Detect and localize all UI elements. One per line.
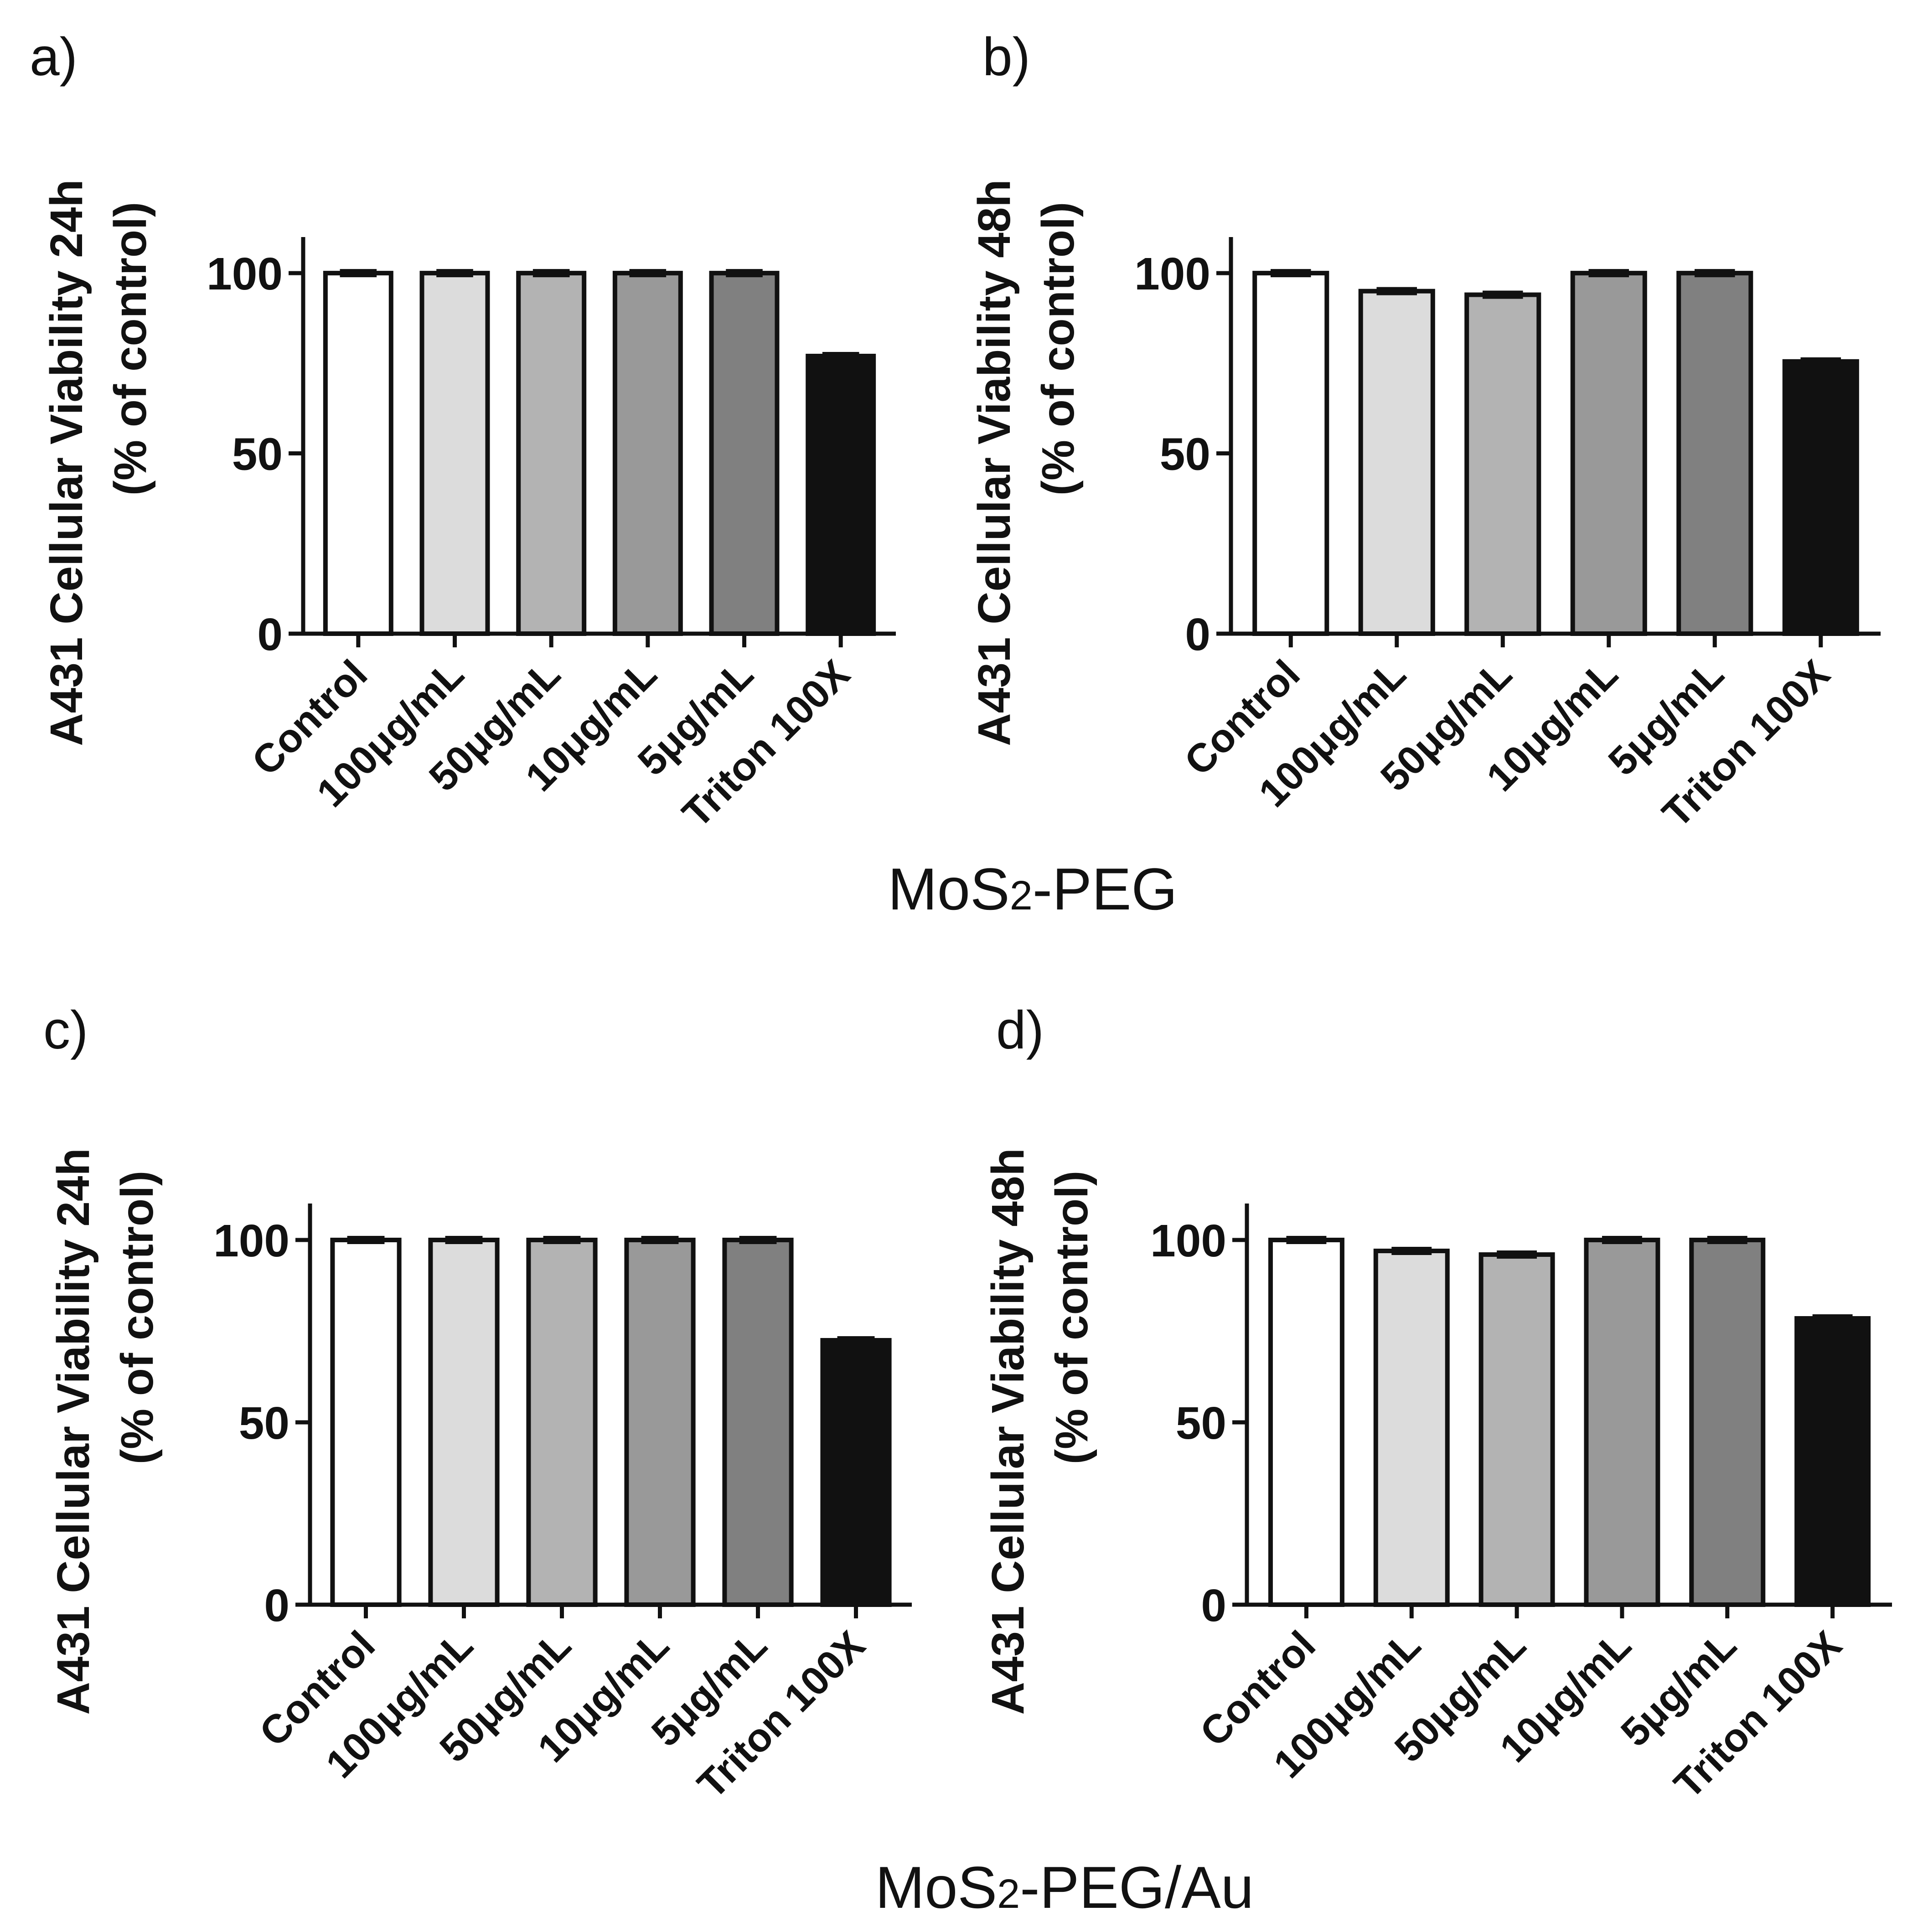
panel-1: b) A431 Cellular Viability 48h (% of contr… — [969, 27, 1881, 836]
panel-label: b) — [982, 27, 1030, 87]
group-title-top: MoS2-PEG — [888, 856, 1177, 922]
bar-0 — [330, 1238, 402, 1607]
bar-3 — [1584, 1238, 1660, 1607]
y-axis-label: A431 Cellular Viability 48h — [969, 179, 1020, 746]
group-title-bottom: MoS2-PEG/Au — [875, 1854, 1254, 1921]
y-axis-label-unit: (% of control) — [1033, 202, 1084, 496]
bar-4 — [709, 271, 780, 636]
bar-0 — [323, 271, 393, 636]
bar-3 — [612, 271, 683, 636]
y-axis-label-unit: (% of control) — [105, 202, 156, 496]
y-axis-label: A431 Cellular Viability 48h — [982, 1148, 1034, 1715]
panel-2: c) A431 Cellular Viability 24h (% of contr… — [43, 1000, 912, 1807]
y-tick-label: 100 — [1134, 248, 1210, 300]
y-axis-label: A431 Cellular Viability 24h — [41, 179, 92, 746]
bar-2 — [1464, 292, 1541, 636]
y-tick-label: 100 — [1150, 1215, 1226, 1266]
bar-0 — [1252, 271, 1329, 636]
panel-label: d) — [996, 1000, 1044, 1060]
y-tick-label: 50 — [1160, 429, 1210, 480]
bar-4 — [722, 1238, 794, 1607]
bar-5 — [1794, 1316, 1871, 1607]
bar-3 — [624, 1238, 696, 1607]
panel-label: a) — [30, 27, 78, 87]
bar-2 — [516, 271, 587, 636]
bar-1 — [1358, 289, 1435, 636]
bar-4 — [1689, 1238, 1766, 1607]
y-tick-label: 50 — [239, 1398, 289, 1449]
y-tick-label: 0 — [1201, 1580, 1226, 1631]
y-axis-label-unit: (% of control) — [1046, 1171, 1097, 1464]
y-tick-label: 0 — [1185, 609, 1210, 660]
bar-2 — [526, 1238, 598, 1607]
bar-2 — [1478, 1252, 1555, 1607]
y-tick-label: 50 — [232, 429, 283, 480]
panel-3: d) A431 Cellular Viability 48h (% of contr… — [982, 1000, 1892, 1807]
y-tick-label: 50 — [1176, 1398, 1226, 1449]
y-axis-label-unit: (% of control) — [112, 1171, 163, 1464]
y-tick-label: 100 — [207, 248, 283, 300]
bar-1 — [1373, 1249, 1450, 1607]
y-tick-label: 0 — [264, 1580, 289, 1631]
panel-0: a) A431 Cellular Viability 24h (% of contr… — [30, 27, 896, 836]
bar-5 — [806, 354, 876, 636]
y-axis-label: A431 Cellular Viability 24h — [48, 1148, 99, 1715]
bar-5 — [820, 1338, 892, 1607]
bar-4 — [1676, 271, 1753, 636]
y-tick-label: 0 — [257, 609, 283, 660]
panel-label: c) — [43, 1000, 88, 1060]
bar-1 — [428, 1238, 500, 1607]
bar-5 — [1782, 359, 1859, 636]
y-tick-label: 100 — [213, 1215, 289, 1266]
bar-0 — [1268, 1238, 1344, 1607]
bar-1 — [419, 271, 490, 636]
bar-3 — [1570, 271, 1647, 636]
